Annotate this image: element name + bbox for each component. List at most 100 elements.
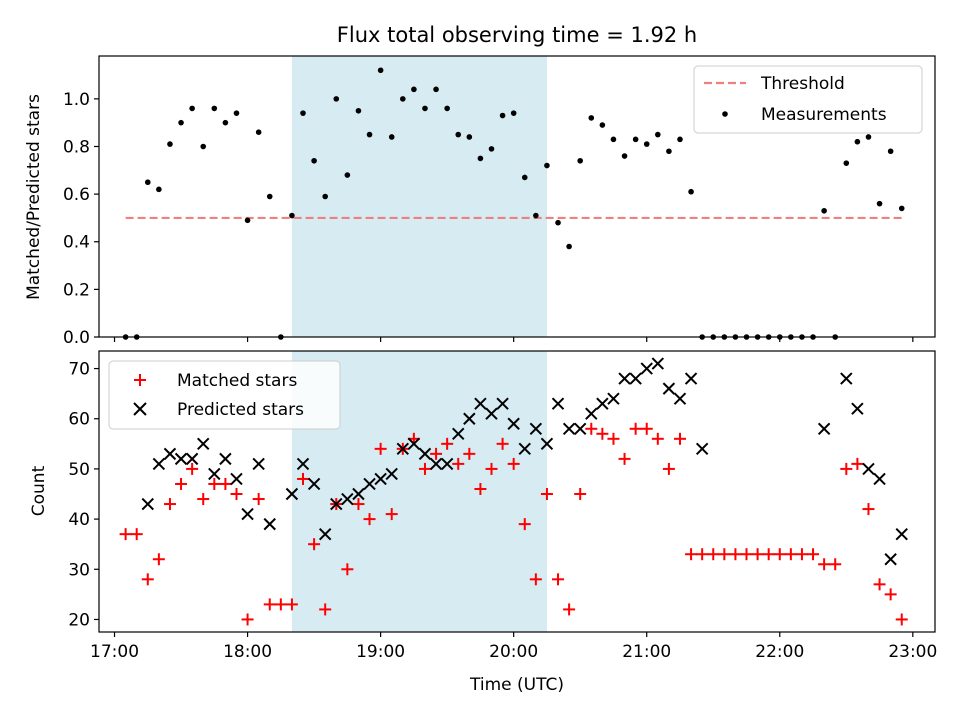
count-x-tick-label: 21:00 [622,642,671,662]
measurement-point [233,110,240,116]
measurement-point [533,212,539,219]
measurement-point [222,119,229,126]
predicted-point [208,467,221,481]
predicted-point [241,507,254,521]
predicted-point [307,477,321,491]
count-x-tick-label: 19:00 [356,642,405,662]
predicted-point [141,497,154,511]
matched-point [141,573,154,586]
predicted-point [296,457,310,471]
predicted-point [463,412,476,425]
matched-point [452,457,465,470]
predicted-point [884,553,897,566]
predicted-points [141,357,908,566]
measurement-point [255,129,262,136]
matched-point [563,603,576,616]
matched-point [374,442,387,455]
matched-point [784,548,797,561]
matched-point [297,472,310,485]
measurement-point [399,96,406,102]
measurement-point [366,131,373,138]
predicted-point [418,447,432,461]
measurement-point [355,107,362,114]
matched-point [673,432,686,445]
predicted-point [684,372,698,385]
matched-point [175,477,188,490]
legend-measurements-swatch [722,111,728,117]
predicted-point [429,457,443,471]
predicted-point [651,357,665,370]
predicted-point [263,517,276,531]
matched-point [219,477,232,490]
measurement-point [643,141,650,147]
matched-point [197,493,210,506]
predicted-point [607,392,620,405]
predicted-point [385,467,398,481]
ratio-legend-box [693,65,923,134]
measurement-point [300,110,306,116]
legend-measurements-label: Measurements [761,105,887,125]
matched-point [241,613,254,626]
matched-point [818,558,831,571]
predicted-point [573,422,587,435]
measurement-point [876,200,883,207]
measurement-point [178,119,184,126]
predicted-point [851,402,864,415]
measurement-point [200,143,207,150]
matched-point [130,528,143,541]
ratio-y-tick-label: 0.8 [63,137,90,157]
matched-point [618,452,631,465]
measurement-point [211,105,218,112]
predicted-point [252,457,265,471]
matched-point [418,462,431,475]
matched-point [208,477,221,490]
ratio-y-tick-label: 0.6 [63,185,90,205]
measurement-point [344,172,351,178]
x-axis-label: Time (UTC) [469,675,564,695]
matched-point [186,462,199,475]
legend-matched-swatch [134,374,146,386]
measurement-point [566,243,572,250]
matched-point [873,578,886,591]
matched-point [319,603,332,616]
matched-point [463,447,476,460]
predicted-point [363,477,376,491]
ratio-axes-frame [98,55,936,338]
matched-point [363,513,376,526]
legend-matched-label: Matched stars [177,371,297,391]
ratio-y-axis-label: Matched/Predicted stars [24,94,44,300]
measurement-point [477,155,484,162]
matched-point [474,482,487,495]
matched-point [895,613,908,626]
predicted-point [197,437,210,451]
measurement-point [898,205,905,212]
count-x-tick-label: 20:00 [489,642,538,662]
matched-point [529,573,542,586]
matched-point [430,447,443,460]
count-y-tick-label: 60 [68,410,90,430]
matched-point [274,598,287,611]
matched-point [762,548,775,561]
matched-point [829,558,842,571]
matched-point [441,437,454,450]
predicted-point [152,457,166,471]
measurement-point [865,134,872,140]
predicted-point [817,422,831,435]
count-legend: Matched stars Predicted stars [108,360,341,430]
matched-point [685,548,698,561]
matched-point [552,573,565,586]
count-x-tick-label: 18:00 [223,642,272,662]
predicted-point [485,407,498,420]
predicted-point [330,497,343,511]
matched-point [773,548,786,561]
measurement-point [377,67,384,74]
matched-point [851,457,864,470]
measurement-point [411,86,417,93]
matched-point [485,462,498,475]
measurement-point [610,136,617,143]
matched-point [718,548,731,561]
measurement-point [544,162,550,169]
measurement-point [499,112,506,119]
matched-point [540,488,553,501]
